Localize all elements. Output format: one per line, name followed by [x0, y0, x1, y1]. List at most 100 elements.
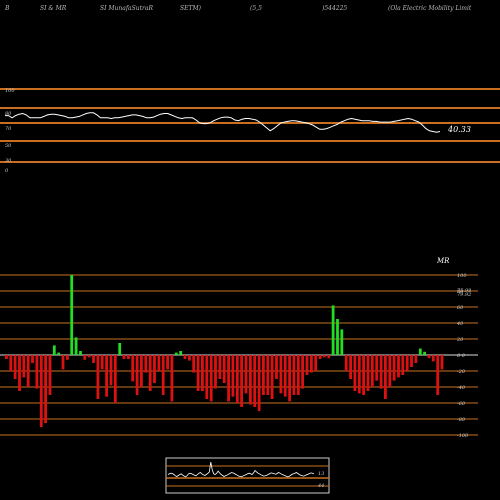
mr-bar	[397, 355, 400, 378]
mr-bar	[79, 351, 82, 355]
mr-bar	[35, 355, 39, 389]
mr-bar	[183, 355, 187, 359]
mr-bar	[74, 337, 78, 355]
mr-bar	[87, 355, 91, 358]
mr-bar	[140, 355, 143, 387]
mr-bar	[209, 355, 213, 402]
mr-bar	[52, 345, 56, 355]
mini-label-a: 13	[318, 471, 324, 477]
mr-bar	[235, 355, 239, 403]
mr-tick-label: 80	[457, 289, 464, 295]
mr-bar	[135, 355, 139, 395]
mr-bar	[201, 355, 204, 391]
mr-bar	[257, 355, 261, 411]
mr-bar	[48, 355, 52, 395]
mr-bar	[362, 355, 365, 395]
mr-bar	[310, 355, 313, 373]
mr-bar	[18, 355, 21, 391]
mr-bar	[122, 355, 126, 359]
mr-bar	[436, 355, 440, 395]
mr-value-label-2: 79.92	[457, 292, 471, 298]
si-tick-label: 50	[5, 143, 12, 149]
mr-bar	[214, 355, 217, 389]
mr-bar	[331, 305, 335, 355]
mr-bar	[66, 355, 69, 360]
mr-bar	[301, 355, 304, 389]
mini-line	[167, 461, 315, 478]
mr-bar	[161, 355, 165, 395]
mr-bar	[131, 355, 135, 382]
si-last-value-label: 40.33	[447, 125, 471, 134]
mr-bar	[405, 355, 409, 371]
mr-tick-label: 40	[456, 321, 464, 327]
mr-bar	[314, 355, 318, 371]
mr-bar	[270, 355, 274, 399]
mr-bar	[205, 355, 209, 399]
mr-bar	[96, 355, 100, 399]
mr-bar	[292, 355, 296, 395]
mr-bar	[39, 355, 43, 427]
mr-bar	[318, 355, 322, 359]
mr-bar	[31, 355, 34, 363]
mr-bar	[244, 355, 248, 394]
mr-bar	[231, 355, 235, 397]
mr-bar	[366, 355, 370, 391]
mr-title: MR	[436, 257, 450, 265]
si-tick-label: 70	[5, 126, 12, 132]
mr-bar	[410, 355, 413, 367]
mr-bar	[279, 355, 283, 394]
mr-bar	[418, 348, 422, 355]
mini-label-b: 44	[317, 483, 324, 489]
mr-bar	[266, 355, 270, 395]
mr-bar	[384, 355, 387, 399]
mr-bar	[349, 355, 352, 379]
mr-bar	[275, 355, 278, 379]
header-code2: )544225	[322, 5, 348, 12]
mr-bar	[440, 355, 444, 370]
mr-bar	[249, 355, 252, 405]
mr-bar	[227, 355, 230, 402]
mr-bar	[9, 355, 13, 371]
mr-bar	[218, 355, 222, 379]
si-tick-label: 80	[5, 111, 12, 117]
mr-tick-label: -100	[457, 433, 469, 439]
mr-bar	[401, 355, 405, 375]
si-tick-label: 30	[5, 158, 12, 164]
mr-bar	[336, 319, 339, 355]
mr-bar	[344, 355, 348, 371]
mr-bar	[83, 355, 87, 360]
mr-tick-label: 20	[456, 337, 464, 343]
mr-tick-label: -20	[457, 369, 466, 375]
mr-bar	[5, 355, 8, 359]
mr-tick-label: -60	[457, 401, 466, 407]
mr-bar	[357, 355, 361, 394]
mr-bar	[127, 355, 130, 359]
mr-bar	[57, 352, 61, 355]
mr-bar	[61, 355, 65, 370]
mr-bar	[388, 355, 392, 387]
mr-bar	[100, 355, 104, 370]
mr-bar	[353, 355, 357, 391]
mr-bar	[288, 355, 291, 402]
mr-bar	[296, 355, 300, 395]
mr-bar	[44, 355, 47, 423]
mr-bar	[153, 355, 156, 383]
mr-bar	[240, 355, 243, 407]
header-setm: SETM)	[180, 5, 201, 12]
mr-bar	[166, 355, 169, 370]
mr-bar	[188, 355, 191, 361]
header-si-mr: SI & MR	[40, 5, 67, 12]
mr-bar	[423, 351, 426, 355]
mr-bar	[118, 343, 122, 355]
mr-bar	[305, 355, 309, 375]
si-tick-label: 0	[5, 168, 9, 174]
mr-tick-label: 60	[457, 305, 464, 311]
mr-bar	[340, 329, 344, 355]
mr-bar	[392, 355, 396, 381]
mr-tick-label: 100	[457, 273, 467, 279]
header-si-munafa: SI MunafaSutraR	[100, 5, 153, 12]
mr-tick-label: -40	[457, 385, 466, 391]
mr-bar	[414, 355, 418, 363]
mr-bar	[105, 355, 108, 397]
si-line	[5, 112, 441, 133]
